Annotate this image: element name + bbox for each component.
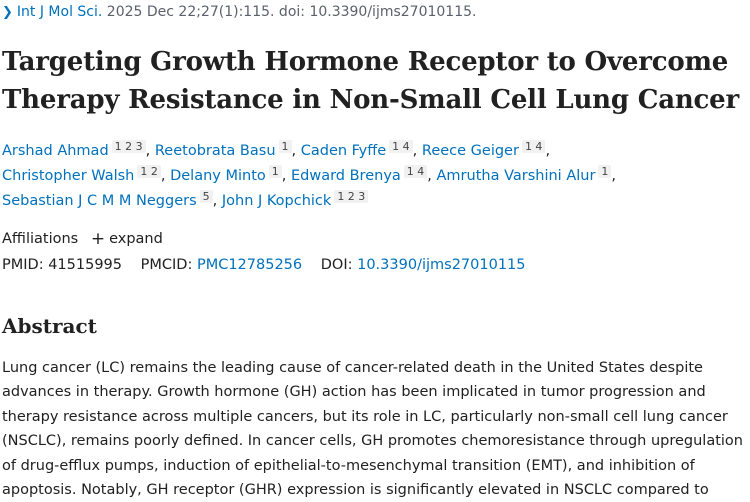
journal-link[interactable]: Int J Mol Sci. [16,4,103,20]
affiliation-refs[interactable]: 1 2 [137,165,161,178]
author-link[interactable]: Delany Minto [170,168,266,184]
pmcid-link[interactable]: PMC12785256 [196,257,303,273]
doi-link[interactable]: 10.3390/ijms27010115 [357,257,526,273]
affiliation-refs[interactable]: 1 [598,165,612,178]
pmid-label: PMID: [2,257,44,273]
affiliation-refs[interactable]: 1 4 [389,140,413,153]
author-list: Arshad Ahmad 1 2 3, Reetobrata Basu 1, Cad… [2,140,617,209]
affiliation-refs[interactable]: 5 [199,190,213,203]
author-link[interactable]: John J Kopchick [221,193,332,209]
article-title: Targeting Growth Hormone Receptor to Ove… [2,47,740,115]
affiliations-row: Affiliations + expand [2,229,163,249]
abstract-heading: Abstract [2,314,97,338]
author-link[interactable]: Amrutha Varshini Alur [436,168,596,184]
author-link[interactable]: Edward Brenya [290,168,401,184]
author-link[interactable]: Reece Geiger [421,143,519,159]
author-link[interactable]: Sebastian J C M M Neggers [2,193,197,209]
abstract-text: Lung cancer (LC) remains the leading cau… [2,360,743,499]
affiliation-refs[interactable]: 1 4 [521,140,546,153]
affiliation-refs[interactable]: 1 [278,140,292,153]
chevron-right-icon[interactable]: ❯ [2,5,13,20]
affiliation-refs[interactable]: 1 [268,165,282,178]
affiliations-label: Affiliations [2,231,79,247]
expand-affiliations-button[interactable]: + expand [90,229,163,249]
citation-line: ❯ Int J Mol Sci. 2025 Dec 22;27(1):115. d… [2,4,476,20]
affiliation-refs[interactable]: 1 4 [403,165,428,178]
affiliation-refs[interactable]: 1 2 3 [334,190,369,203]
doi-label: DOI: [320,257,353,273]
author-link[interactable]: Christopher Walsh [2,168,135,184]
citation-details: 2025 Dec 22;27(1):115. doi: 10.3390/ijms… [106,4,477,20]
plus-icon: + [90,229,106,249]
author-link[interactable]: Arshad Ahmad [2,143,109,159]
pmcid-label: PMCID: [140,257,193,273]
expand-label: expand [109,231,163,247]
affiliation-refs[interactable]: 1 2 3 [111,140,146,153]
author-link[interactable]: Reetobrata Basu [154,143,276,159]
author-link[interactable]: Caden Fyffe [300,143,387,159]
identifiers-row: PMID: 41515995 PMCID: PMC12785256 DOI: 1… [2,257,526,273]
pmid-value: 41515995 [48,257,123,273]
